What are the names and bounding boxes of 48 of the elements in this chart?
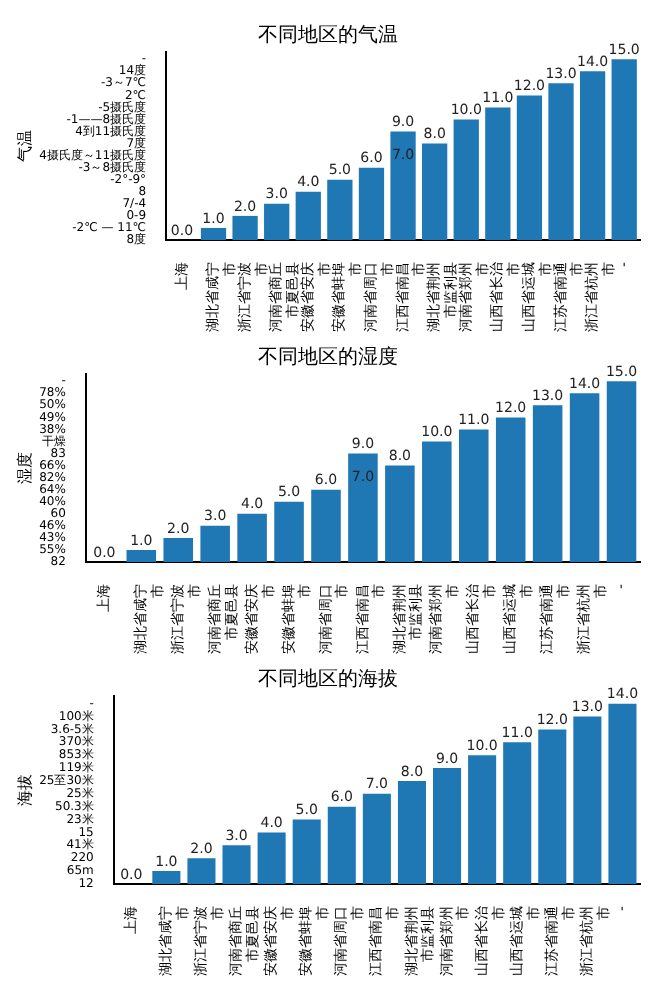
bar	[257, 832, 286, 884]
bar	[237, 513, 267, 562]
bar	[348, 453, 378, 562]
bar	[397, 780, 426, 884]
bar	[222, 845, 251, 884]
bar	[573, 716, 602, 884]
bar	[362, 793, 391, 884]
y-axis-title: 湿度	[15, 452, 34, 484]
bar	[327, 806, 356, 884]
bar	[422, 441, 452, 562]
bar	[327, 179, 353, 240]
bar	[390, 131, 416, 240]
bar	[232, 215, 258, 240]
bar	[485, 107, 511, 240]
bar	[295, 191, 321, 240]
bar	[163, 537, 193, 562]
bar	[532, 405, 563, 562]
bar	[516, 95, 543, 240]
bar	[495, 417, 526, 562]
bar	[292, 819, 321, 884]
bar	[200, 525, 230, 562]
bar	[611, 59, 637, 240]
bar	[538, 729, 567, 884]
bar	[468, 755, 497, 884]
chart-title: 不同地区的海拔	[258, 667, 398, 692]
bar	[264, 203, 290, 240]
y-axis-title: 气温	[15, 130, 34, 162]
bar	[453, 119, 479, 240]
bar	[606, 381, 637, 562]
bar	[274, 501, 304, 562]
bar	[152, 871, 181, 884]
y-axis-title: 海拔	[15, 774, 34, 806]
bar	[200, 227, 227, 240]
bar	[433, 768, 462, 884]
bar	[311, 489, 341, 562]
bar	[422, 143, 448, 240]
chart-title: 不同地区的湿度	[258, 345, 398, 370]
bar	[458, 429, 489, 562]
bar	[358, 167, 385, 240]
bar	[385, 465, 415, 562]
bar	[187, 858, 216, 884]
chart-title: 不同地区的气温	[258, 23, 398, 48]
bar	[608, 703, 637, 884]
bar	[579, 71, 606, 240]
bar	[548, 83, 574, 240]
bar	[503, 742, 532, 884]
bar	[569, 393, 600, 562]
bar	[126, 549, 157, 562]
